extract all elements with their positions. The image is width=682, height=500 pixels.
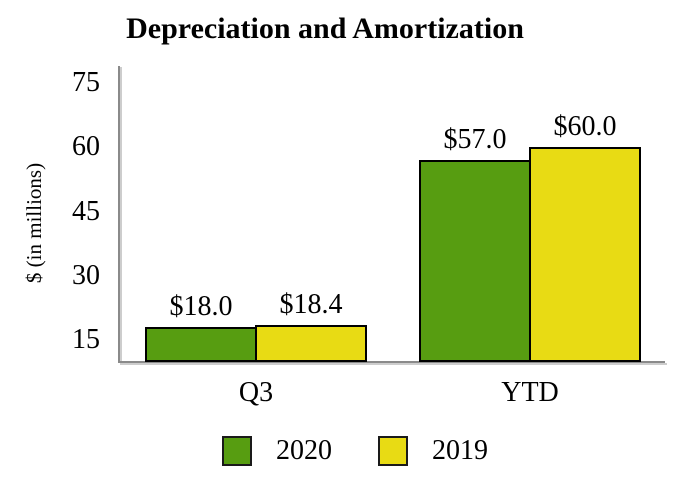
- legend-label-2020: 2020: [276, 435, 332, 466]
- chart-title: Depreciation and Amortization: [126, 12, 524, 45]
- legend-label-2019: 2019: [432, 435, 488, 466]
- y-tick-label: 15: [72, 323, 100, 355]
- legend-item-2020: 2020: [222, 436, 332, 466]
- y-tick-label: 60: [72, 131, 100, 163]
- y-tick-label: 45: [72, 195, 100, 227]
- bar-2019-Q3: [255, 325, 367, 362]
- bar-2020-YTD: [419, 160, 531, 362]
- bar-value-label: $18.0: [169, 290, 233, 322]
- y-tick-label: 30: [72, 259, 100, 291]
- bar-2020-Q3: [145, 326, 257, 362]
- bar-value-label: $18.4: [279, 289, 343, 321]
- legend-swatch-2020: [222, 436, 252, 466]
- legend-swatch-2019: [378, 436, 408, 466]
- bar-value-label: $60.0: [553, 111, 617, 143]
- x-axis-line: [118, 361, 665, 363]
- legend-item-2019: 2019: [378, 436, 488, 466]
- bar-2019-YTD: [529, 147, 641, 362]
- x-category-label-YTD: YTD: [501, 377, 559, 408]
- x-category-label-Q3: Q3: [238, 377, 274, 408]
- bar-value-label: $57.0: [443, 124, 507, 156]
- y-tick-label: 75: [72, 67, 100, 99]
- legend: 2020 2019: [14, 436, 682, 466]
- y-axis-line: [118, 66, 120, 363]
